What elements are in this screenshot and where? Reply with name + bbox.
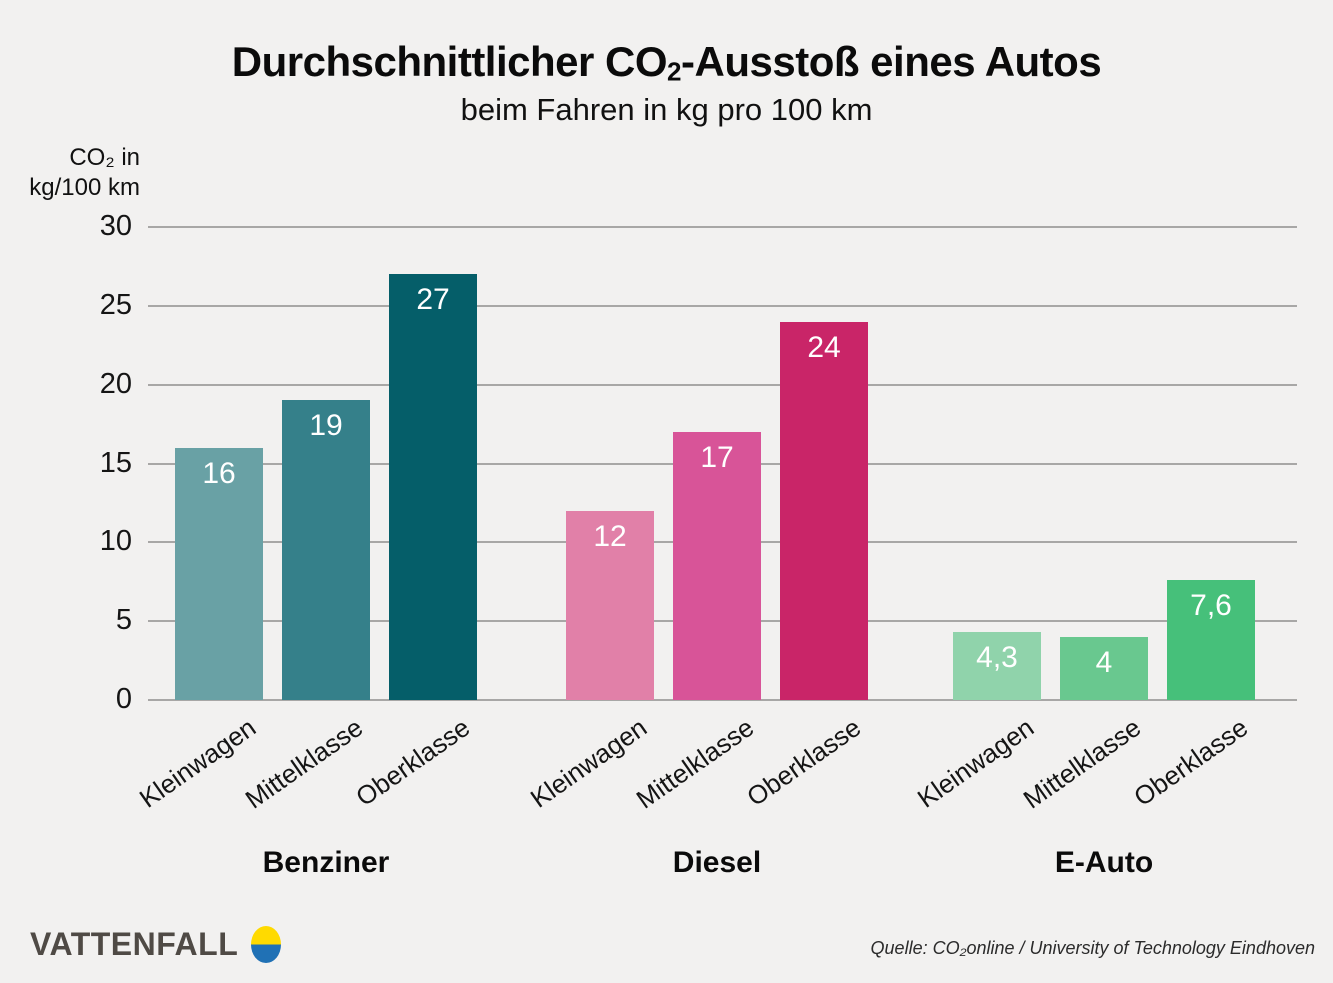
y-tick-label-20: 20 <box>99 367 132 400</box>
bar-diesel-kleinwagen: 12 <box>566 510 654 700</box>
group-label-e-auto: E-Auto <box>1054 846 1154 879</box>
y-tick-label-15: 15 <box>99 446 132 479</box>
bar-value-label: 16 <box>202 456 236 490</box>
bar-value-label: 4,3 <box>976 641 1018 675</box>
y-tick-label-5: 5 <box>115 604 132 637</box>
bar-benziner-mittelklasse: 19 <box>282 400 370 700</box>
vattenfall-logo-icon <box>251 926 282 963</box>
title-text-before: Durchschnittlicher CO <box>231 38 668 85</box>
chart-title: Durchschnittlicher CO2-Ausstoß eines Aut… <box>0 38 1333 88</box>
vattenfall-wordmark: VATTENFALL <box>30 926 239 962</box>
bar-group-benziner: 16 19 27 <box>175 274 477 700</box>
bar-e-auto-kleinwagen: 4,3 <box>953 632 1041 700</box>
gridline-25 <box>148 304 1297 307</box>
title-text-after: -Ausstoß eines Autos <box>681 38 1102 85</box>
y-axis-label: CO₂ in kg/100 km <box>0 143 140 203</box>
y-axis-label-line1: CO₂ in <box>69 144 140 171</box>
bar-value-label: 24 <box>807 330 841 364</box>
bar-diesel-mittelklasse: 17 <box>673 431 761 700</box>
chart-subtitle: beim Fahren in kg pro 100 km <box>460 92 873 127</box>
bar-benziner-kleinwagen: 16 <box>175 447 263 700</box>
y-tick-label-0: 0 <box>115 683 132 715</box>
bar-value-label: 12 <box>593 519 627 553</box>
bar-value-label: 4 <box>1095 645 1113 679</box>
vattenfall-logo: VATTENFALL <box>30 926 282 963</box>
bar-value-label: 19 <box>309 409 343 443</box>
bar-chart-plot-area: 16 19 27 12 17 24 4,3 4 7,6 <box>148 226 1297 701</box>
gridline-0 <box>148 699 1297 701</box>
bar-group-diesel: 12 17 24 <box>566 321 868 700</box>
bar-value-label: 27 <box>416 283 450 317</box>
y-tick-label-10: 10 <box>99 525 132 558</box>
bar-value-label: 7,6 <box>1190 589 1232 623</box>
title-subscript: 2 <box>667 56 682 87</box>
y-axis-label-line2: kg/100 km <box>29 174 140 201</box>
y-tick-label-25: 25 <box>99 288 132 321</box>
gridline-20 <box>148 383 1297 386</box>
gridline-30 <box>148 226 1297 228</box>
bar-e-auto-mittelklasse: 4 <box>1060 636 1148 700</box>
group-label-benziner: Benziner <box>262 846 390 879</box>
bar-diesel-oberklasse: 24 <box>780 321 868 700</box>
bar-value-label: 17 <box>700 440 734 474</box>
source-credit: Quelle: CO₂online / University of Techno… <box>870 938 1315 958</box>
bar-group-e-auto: 4,3 4 7,6 <box>953 580 1255 700</box>
y-tick-label-30: 30 <box>99 210 132 242</box>
group-label-diesel: Diesel <box>672 846 762 879</box>
bar-e-auto-oberklasse: 7,6 <box>1167 580 1255 700</box>
bar-benziner-oberklasse: 27 <box>389 274 477 700</box>
